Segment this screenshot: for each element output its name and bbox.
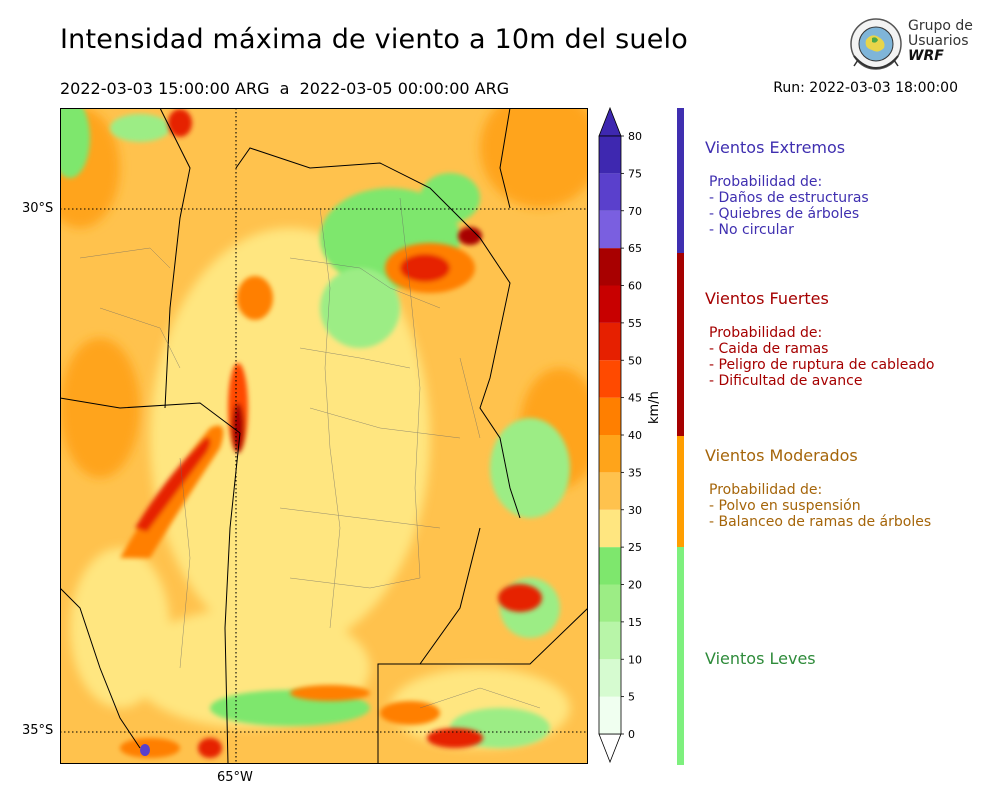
colorbar-bin <box>599 435 621 473</box>
colorbar-bin <box>599 547 621 585</box>
colorbar-tick-label: 15 <box>628 616 642 629</box>
map-frame <box>60 108 588 764</box>
colorbar-tick-label: 20 <box>628 579 642 592</box>
colorbar-tick-label: 30 <box>628 504 642 517</box>
field-extreme-spot <box>140 744 150 756</box>
graticule <box>60 108 588 764</box>
logo-line1: Grupo de <box>908 18 973 34</box>
colorbar-bin <box>599 696 621 734</box>
colorbar-tick-label: 35 <box>628 466 642 479</box>
colorbar-extend-max <box>598 106 622 137</box>
map-title: Intensidad máxima de viento a 10m del su… <box>60 24 688 55</box>
category-item: - No circular <box>709 222 794 238</box>
colorbar-extend-min <box>598 733 622 764</box>
lat-label-35s: 35°S <box>22 723 54 738</box>
colorbar-tick-label: 60 <box>628 280 642 293</box>
lon-label-65w: 65°W <box>217 770 253 785</box>
field-light-zones <box>60 108 570 748</box>
colorbar-tick-label: 25 <box>628 541 642 554</box>
category-item: - Quiebres de árboles <box>709 206 860 222</box>
colorbar-tick-label: 55 <box>628 317 642 330</box>
globe-emblem-icon <box>850 18 902 70</box>
colorbar-bin <box>599 397 621 435</box>
category-item: - Daños de estructuras <box>709 190 869 206</box>
category-title: Vientos Extremos <box>705 138 846 157</box>
category-extremos: Vientos Extremos Probabilidad de: - Daño… <box>705 138 869 238</box>
colorbar-bin <box>599 659 621 697</box>
colorbar-tick-label: 70 <box>628 205 642 218</box>
field-strong-zones <box>120 109 542 758</box>
lat-label-30s: 30°S <box>22 201 54 216</box>
category-item: - Caida de ramas <box>709 341 829 357</box>
category-subtitle: Probabilidad de: <box>709 325 823 341</box>
colorbar-bin <box>599 322 621 361</box>
colorbar-tick-label: 40 <box>628 429 642 442</box>
category-item: - Balanceo de ramas de árboles <box>709 514 932 530</box>
grupo-usuarios-wrf-logo: Grupo de Usuarios WRF <box>848 16 973 74</box>
colorbar-bin <box>599 248 621 286</box>
colorbar-tick-label: 0 <box>628 728 635 741</box>
category-moderados: Vientos Moderados Probabilidad de: - Pol… <box>705 446 931 530</box>
strip-extremos <box>677 108 684 253</box>
province-borders <box>60 108 588 764</box>
colorbar-bin <box>599 584 621 622</box>
colorbar-bin <box>599 621 621 660</box>
logo-line3: WRF <box>908 48 944 64</box>
colorbar-bin <box>599 285 621 323</box>
wind-intensity-map <box>60 108 588 764</box>
category-subtitle: Probabilidad de: <box>709 174 823 190</box>
colorbar-unit-label: km/h <box>647 391 662 424</box>
department-borders <box>79 197 541 709</box>
category-item: - Polvo en suspensión <box>709 498 861 514</box>
colorbar-tick-label: 80 <box>628 130 642 143</box>
category-fuertes: Vientos Fuertes Probabilidad de: - Caida… <box>705 289 934 389</box>
colorbar-bin <box>599 210 621 249</box>
colorbar-bin <box>599 173 621 211</box>
category-item: - Peligro de ruptura de cableado <box>709 357 935 373</box>
colorbar-bin <box>599 472 621 510</box>
colorbar-tick-label: 45 <box>628 392 642 405</box>
colorbar-tick-label: 50 <box>628 354 642 367</box>
category-item: - Dificultad de avance <box>709 373 863 389</box>
logo-text: Grupo de Usuarios WRF <box>908 19 973 64</box>
strip-leves <box>677 547 684 765</box>
colorbar-bin <box>599 360 621 398</box>
colorbar-tick-label: 5 <box>628 691 635 704</box>
category-subtitle: Probabilidad de: <box>709 482 823 498</box>
colorbar-tick-label: 75 <box>628 167 642 180</box>
strip-fuertes <box>677 253 684 436</box>
run-timestamp: Run: 2022-03-03 18:00:00 <box>773 80 958 96</box>
category-title: Vientos Fuertes <box>705 289 829 308</box>
category-title: Vientos Moderados <box>705 446 858 465</box>
colorbar-bin <box>599 136 621 174</box>
colorbar: 0 5 10 15 20 25 30 35 40 45 50 55 60 65 70 75 80 <box>598 106 642 764</box>
forecast-period: 2022-03-03 15:00:00 ARG a 2022-03-05 00:… <box>60 79 510 98</box>
logo-line2: Usuarios <box>908 33 969 49</box>
colorbar-tick-label: 10 <box>628 653 642 666</box>
category-leves: Vientos Leves <box>705 649 816 668</box>
colorbar-tick-label: 65 <box>628 242 642 255</box>
strip-moderados <box>677 436 684 547</box>
colorbar-bin <box>599 509 621 548</box>
category-title: Vientos Leves <box>705 649 816 668</box>
